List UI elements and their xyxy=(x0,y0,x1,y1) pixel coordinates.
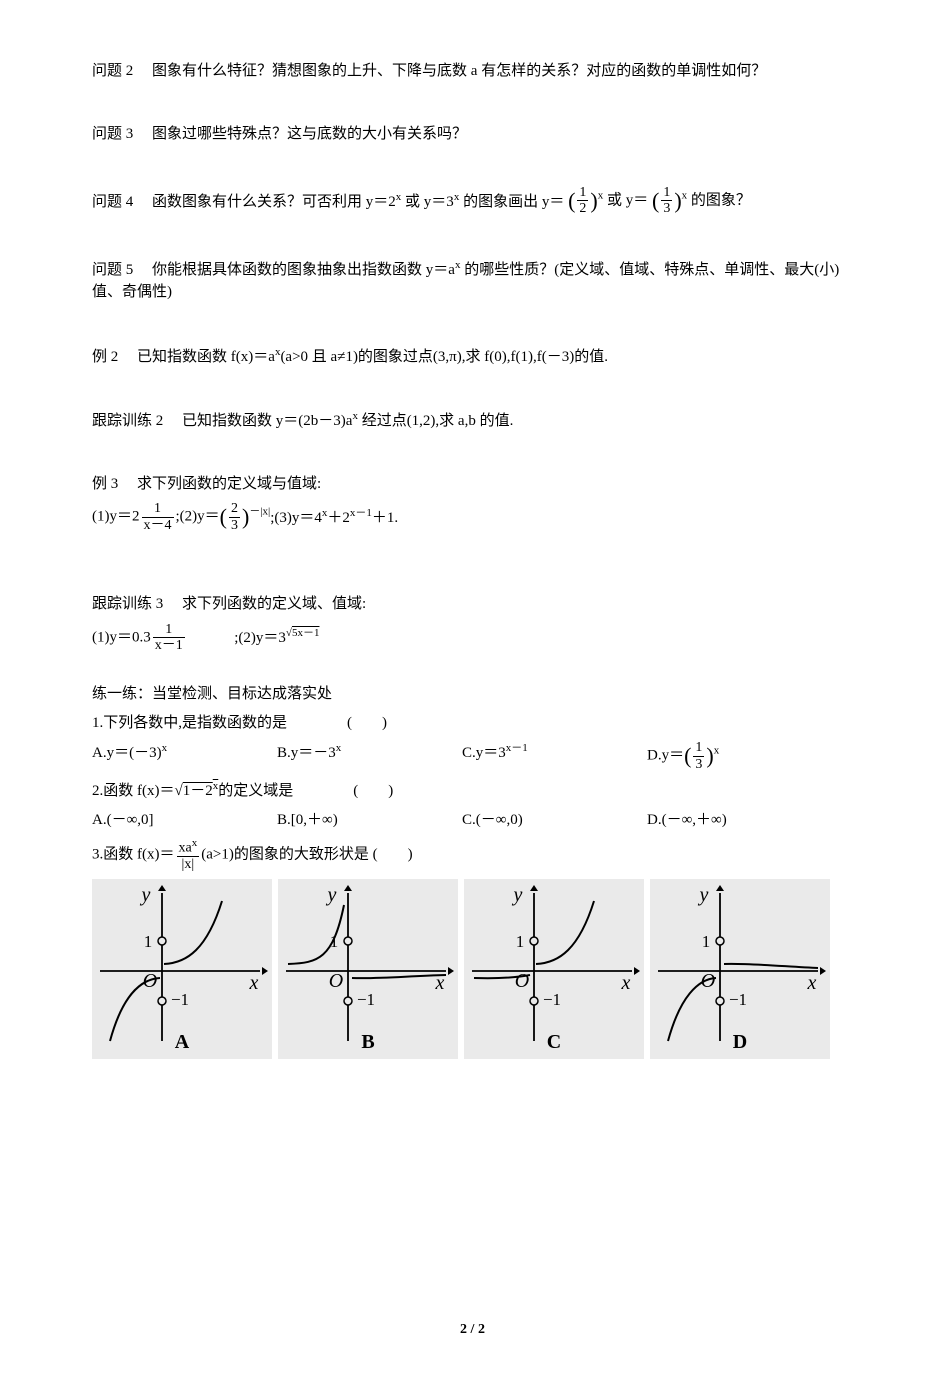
ex3-p2sup: －|x| xyxy=(249,506,270,518)
chart-panel-d: y x O 1 −1 D xyxy=(650,879,830,1059)
question-2-text: 图象有什么特征？猜想图象的上升、下降与底数 a 有怎样的关系？对应的函数的单调性… xyxy=(152,63,766,79)
practice-header: 练一练：当堂检测、目标达成落实处 xyxy=(92,683,853,706)
practice-q1-options: A.y＝(－3)x B.y＝－3x C.y＝3x－1 D.y＝13x xyxy=(92,740,832,772)
q4-post: 的图象？ xyxy=(691,193,751,209)
tr3-frac1: 1x－1 xyxy=(153,622,185,654)
ex3-p3b: ＋2 xyxy=(327,510,350,526)
ex2-post: (a>0 且 a≠1)的图象过点(3,π),求 f(0),f(1),f(－3)的… xyxy=(280,349,608,365)
q4-pre: 函数图象有什么关系？可否利用 y＝2 xyxy=(152,194,396,210)
svg-text:y: y xyxy=(326,884,337,906)
chart-letter: A xyxy=(92,1027,272,1057)
svg-text:x: x xyxy=(621,972,631,994)
example-2-label: 例 2 xyxy=(92,349,118,365)
q2-opt-d: D.(－∞,＋∞) xyxy=(647,809,832,832)
practice-section: 练一练：当堂检测、目标达成落实处 1.下列各数中,是指数函数的是 ( ) A.y… xyxy=(92,683,853,1058)
example-3: 例 3 求下列函数的定义域与值域: (1)y＝21x－4;(2)y＝23－|x|… xyxy=(92,473,853,533)
svg-text:O: O xyxy=(701,970,715,992)
svg-text:1: 1 xyxy=(330,932,339,951)
chart-panel-c: y x O 1 −1 C xyxy=(464,879,644,1059)
q2-opt-c: C.(－∞,0) xyxy=(462,809,647,832)
question-3-label: 问题 3 xyxy=(92,126,133,142)
q4-mid1: 或 y＝3 xyxy=(401,194,454,210)
tr3-p2a: ;(2)y＝3 xyxy=(234,630,286,646)
chart-panel-b: y x O 1 −1 B xyxy=(278,879,458,1059)
svg-text:y: y xyxy=(140,884,151,906)
svg-text:O: O xyxy=(143,970,157,992)
question-3: 问题 3 图象过哪些特殊点？这与底数的大小有关系吗？ xyxy=(92,123,853,146)
page-footer: 2 / 2 xyxy=(92,1319,853,1340)
chart-letter: D xyxy=(650,1027,830,1057)
question-4: 问题 4 函数图象有什么关系？可否利用 y＝2 x 或 y＝3 x 的图象画出 y＝… xyxy=(92,185,853,217)
svg-text:y: y xyxy=(512,884,523,906)
question-2: 问题 2 图象有什么特征？猜想图象的上升、下降与底数 a 有怎样的关系？对应的函… xyxy=(92,60,853,83)
ex3-frac1: 1x－4 xyxy=(142,501,174,533)
example-2: 例 2 已知指数函数 f(x)＝ax(a>0 且 a≠1)的图象过点(3,π),… xyxy=(92,344,853,369)
q2-opt-a: A.(－∞,0] xyxy=(92,809,277,832)
q1-opt-d: D.y＝13x xyxy=(647,740,832,772)
q4-frac2: 13 xyxy=(652,185,682,217)
question-4-label: 问题 4 xyxy=(92,194,133,210)
q1-opt-b: B.y＝－3x xyxy=(277,740,462,772)
q4-mid3: 或 y＝ xyxy=(607,193,648,209)
ex3-p2a: ;(2)y＝ xyxy=(176,509,220,525)
svg-text:x: x xyxy=(249,972,259,994)
svg-text:y: y xyxy=(698,884,709,906)
ex3-p3c: ＋1. xyxy=(372,510,398,526)
svg-text:x: x xyxy=(435,972,445,994)
question-2-label: 问题 2 xyxy=(92,63,133,79)
tr2-post: 经过点(1,2),求 a,b 的值. xyxy=(358,413,513,429)
question-5: 问题 5 你能根据具体函数的图象抽象出指数函数 y＝ax 的哪些性质？(定义域、… xyxy=(92,257,853,304)
q2-opt-b: B.[0,＋∞) xyxy=(277,809,462,832)
svg-text:−1: −1 xyxy=(171,990,189,1009)
q4-sup3: x xyxy=(598,189,604,201)
question-3-text: 图象过哪些特殊点？这与底数的大小有关系吗？ xyxy=(152,126,467,142)
svg-text:1: 1 xyxy=(516,932,525,951)
q3-charts-row: y x O 1 −1 Ay x O 1 −1 By x O 1 −1 Cy x O 1 −1 D xyxy=(92,879,853,1059)
chart-letter: C xyxy=(464,1027,644,1057)
q1-opt-a: A.y＝(－3)x xyxy=(92,740,277,772)
tr3-p1a: (1)y＝0.3 xyxy=(92,629,151,645)
practice-q3-stem: 3.函数 f(x)＝xax|x|(a>1)的图象的大致形状是 ( ) xyxy=(92,837,853,872)
q1-opt-c: C.y＝3x－1 xyxy=(462,740,647,772)
svg-text:1: 1 xyxy=(144,932,153,951)
q4-mid2: 的图象画出 y＝ xyxy=(459,194,564,210)
tr2-pre: 已知指数函数 y＝(2b－3)a xyxy=(182,413,352,429)
chart-letter: B xyxy=(278,1027,458,1057)
q4-sup4: x xyxy=(682,189,688,201)
followup-2-label: 跟踪训练 2 xyxy=(92,413,163,429)
q4-frac1: 12 xyxy=(568,185,598,217)
ex3-title: 求下列函数的定义域与值域: xyxy=(137,476,321,492)
practice-q1-stem: 1.下列各数中,是指数函数的是 ( ) xyxy=(92,712,853,735)
tr3-title: 求下列函数的定义域、值域: xyxy=(182,596,366,612)
svg-text:−1: −1 xyxy=(543,990,561,1009)
svg-text:O: O xyxy=(329,970,343,992)
practice-q2-options: A.(－∞,0] B.[0,＋∞) C.(－∞,0) D.(－∞,＋∞) xyxy=(92,809,832,832)
svg-text:O: O xyxy=(515,970,529,992)
ex3-p3sup2: x－1 xyxy=(350,507,372,519)
chart-panel-a: y x O 1 −1 A xyxy=(92,879,272,1059)
followup-3-label: 跟踪训练 3 xyxy=(92,596,163,612)
svg-text:−1: −1 xyxy=(729,990,747,1009)
ex3-frac2: 23 xyxy=(220,501,250,533)
q5-line1b: 的哪些性质？(定义域、值域、特殊点、单调性、最大(小) xyxy=(460,262,839,278)
ex3-p1a: (1)y＝2 xyxy=(92,509,140,525)
question-5-label: 问题 5 xyxy=(92,262,133,278)
q5-line2: 值、奇偶性) xyxy=(92,281,853,304)
svg-text:−1: −1 xyxy=(357,990,375,1009)
q5-line1a: 你能根据具体函数的图象抽象出指数函数 y＝a xyxy=(152,262,455,278)
practice-q2-stem: 2.函数 f(x)＝√1－2x的定义域是 ( ) xyxy=(92,778,853,803)
followup-3: 跟踪训练 3 求下列函数的定义域、值域: (1)y＝0.31x－1 ;(2)y＝… xyxy=(92,593,853,653)
ex2-pre: 已知指数函数 f(x)＝a xyxy=(137,349,275,365)
svg-text:x: x xyxy=(807,972,817,994)
ex3-p3a: ;(3)y＝4 xyxy=(270,510,322,526)
example-3-label: 例 3 xyxy=(92,476,118,492)
svg-text:1: 1 xyxy=(702,932,711,951)
followup-2: 跟踪训练 2 已知指数函数 y＝(2b－3)ax 经过点(1,2),求 a,b … xyxy=(92,408,853,433)
